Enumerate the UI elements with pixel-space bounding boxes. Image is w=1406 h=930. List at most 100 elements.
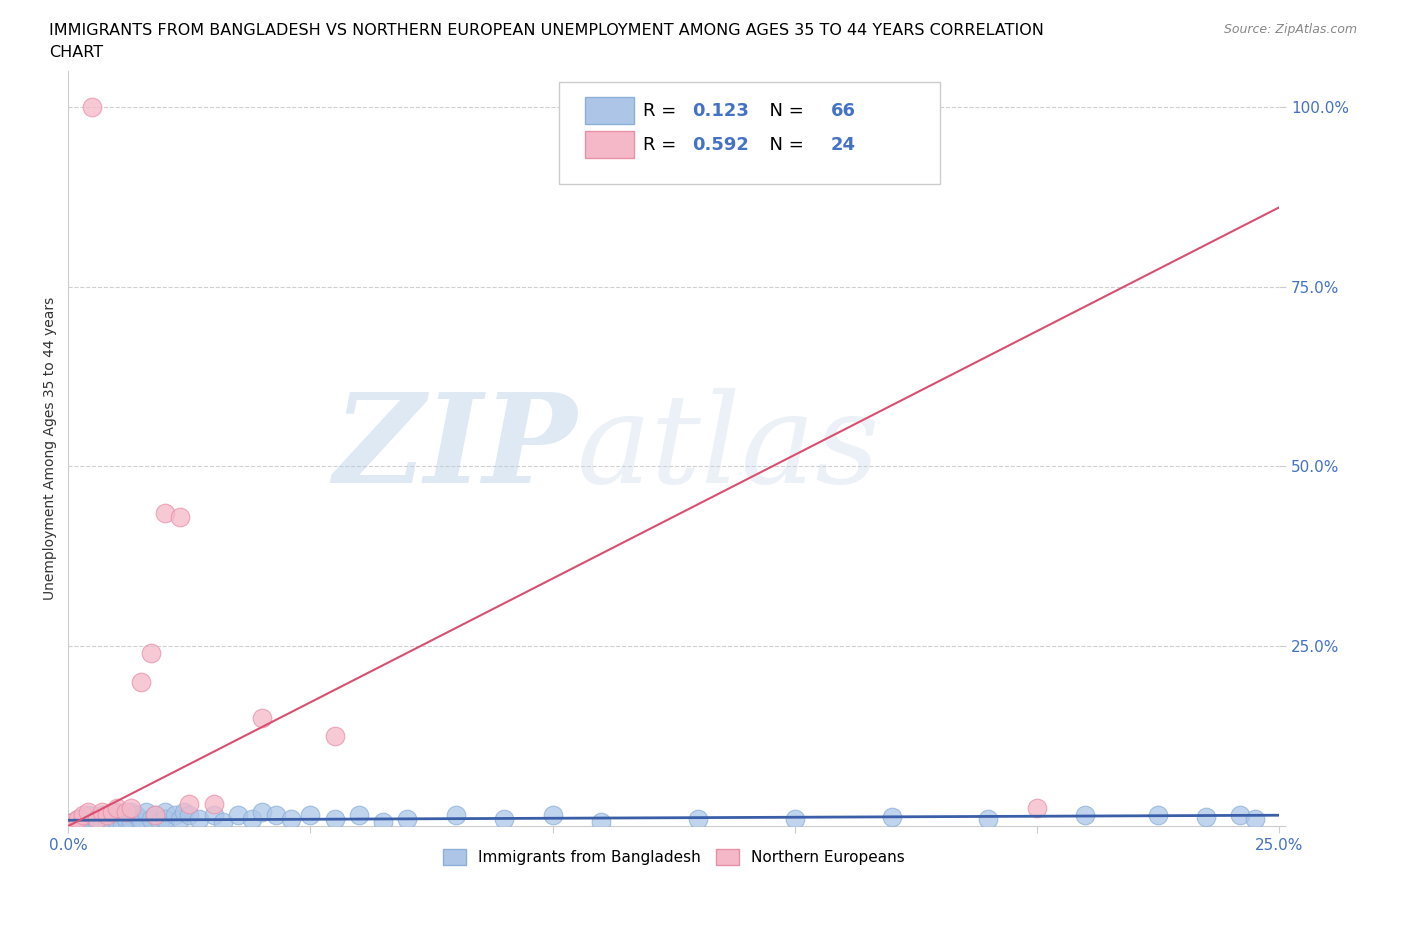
Point xyxy=(91,815,114,830)
Point xyxy=(250,711,273,725)
Point xyxy=(169,811,191,826)
Point xyxy=(299,808,322,823)
Point xyxy=(58,818,80,833)
Point xyxy=(82,100,104,114)
Point xyxy=(153,811,176,826)
Point xyxy=(110,818,132,833)
Point xyxy=(115,811,138,826)
Text: 0.123: 0.123 xyxy=(692,101,748,120)
Point xyxy=(266,808,288,823)
Text: 0.592: 0.592 xyxy=(692,136,748,153)
Text: Source: ZipAtlas.com: Source: ZipAtlas.com xyxy=(1223,23,1357,36)
Point xyxy=(173,804,195,819)
Text: CHART: CHART xyxy=(49,45,103,60)
FancyBboxPatch shape xyxy=(585,98,634,124)
Point xyxy=(163,808,186,823)
Point xyxy=(1229,808,1251,823)
Point xyxy=(76,808,98,823)
Point xyxy=(1147,808,1170,823)
Text: R =: R = xyxy=(644,136,682,153)
Point xyxy=(880,810,903,825)
Point xyxy=(62,815,84,830)
Y-axis label: Unemployment Among Ages 35 to 44 years: Unemployment Among Ages 35 to 44 years xyxy=(44,297,58,600)
Point xyxy=(120,801,142,816)
Point xyxy=(62,815,84,830)
Point xyxy=(153,804,176,819)
Point xyxy=(494,811,516,826)
Point xyxy=(101,804,124,819)
Point xyxy=(589,815,612,830)
Point xyxy=(76,818,98,833)
Point xyxy=(1195,810,1218,825)
Text: 24: 24 xyxy=(831,136,856,153)
Point xyxy=(72,815,94,830)
Point xyxy=(280,811,302,826)
Point xyxy=(977,811,1000,826)
Point xyxy=(541,808,564,823)
Point xyxy=(105,801,128,816)
Point xyxy=(91,804,114,819)
Text: atlas: atlas xyxy=(576,388,880,510)
Point xyxy=(347,808,370,823)
Point xyxy=(82,818,104,833)
Point xyxy=(120,815,142,830)
Point xyxy=(145,808,167,823)
Point xyxy=(115,804,138,819)
Point xyxy=(129,815,152,830)
Point xyxy=(139,646,162,661)
Point xyxy=(91,808,114,823)
Point xyxy=(240,811,263,826)
Point xyxy=(226,808,249,823)
Point xyxy=(169,510,191,525)
Point xyxy=(66,811,89,826)
Point xyxy=(66,811,89,826)
Point xyxy=(212,815,235,830)
Point xyxy=(86,811,108,826)
Point xyxy=(66,818,89,833)
Point xyxy=(96,808,118,823)
Point xyxy=(1074,808,1097,823)
Point xyxy=(91,818,114,833)
Point xyxy=(783,100,806,114)
Point xyxy=(96,811,118,826)
Legend: Immigrants from Bangladesh, Northern Europeans: Immigrants from Bangladesh, Northern Eur… xyxy=(436,843,911,871)
Text: 66: 66 xyxy=(831,101,856,120)
Text: N =: N = xyxy=(758,101,810,120)
Point xyxy=(149,815,172,830)
Point xyxy=(58,818,80,833)
Point xyxy=(101,818,124,833)
Point xyxy=(153,506,176,521)
Point xyxy=(179,808,201,823)
Point xyxy=(188,811,211,826)
Point xyxy=(323,811,346,826)
Point xyxy=(110,808,132,823)
Point xyxy=(135,804,157,819)
Point xyxy=(105,804,128,819)
Point xyxy=(125,808,148,823)
Point xyxy=(250,804,273,819)
Point xyxy=(686,811,709,826)
Point xyxy=(396,811,419,826)
Point xyxy=(129,811,152,826)
Point xyxy=(145,808,167,823)
Point xyxy=(86,811,108,826)
Text: R =: R = xyxy=(644,101,682,120)
Point xyxy=(179,797,201,812)
Point xyxy=(783,811,806,826)
Point xyxy=(96,818,118,833)
Point xyxy=(62,818,84,833)
Point xyxy=(444,808,467,823)
Point xyxy=(323,729,346,744)
Text: IMMIGRANTS FROM BANGLADESH VS NORTHERN EUROPEAN UNEMPLOYMENT AMONG AGES 35 TO 44: IMMIGRANTS FROM BANGLADESH VS NORTHERN E… xyxy=(49,23,1045,38)
Point xyxy=(86,818,108,833)
Text: ZIP: ZIP xyxy=(333,388,576,509)
Point xyxy=(120,804,142,819)
Point xyxy=(72,818,94,833)
Point xyxy=(1243,811,1265,826)
Point xyxy=(202,797,225,812)
Point xyxy=(139,811,162,826)
Point xyxy=(72,808,94,823)
Text: N =: N = xyxy=(758,136,810,153)
Point xyxy=(101,815,124,830)
Point xyxy=(76,804,98,819)
